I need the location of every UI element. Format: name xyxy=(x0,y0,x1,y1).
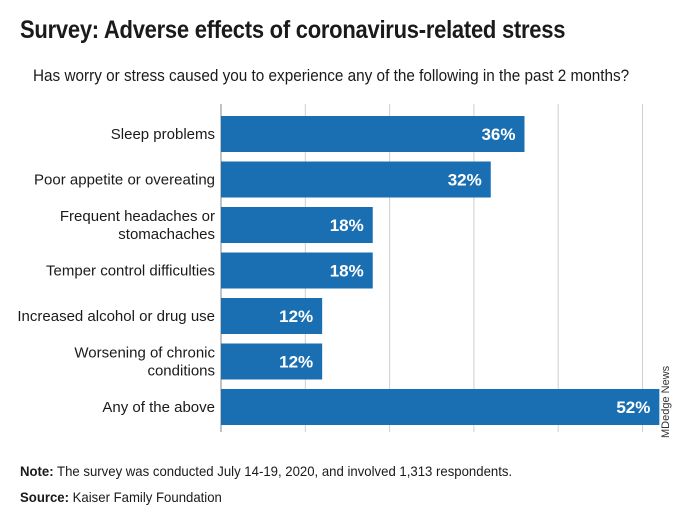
note-label: Note: xyxy=(20,463,54,479)
category-label: Any of the above xyxy=(102,399,215,416)
category-label: conditions xyxy=(147,363,215,380)
category-label: Frequent headaches or xyxy=(60,208,215,225)
source-label: Source: xyxy=(20,489,69,505)
data-label: 12% xyxy=(279,307,313,326)
data-label: 18% xyxy=(330,216,364,235)
credit-label: MDedge News xyxy=(660,365,672,438)
category-label: stomachaches xyxy=(118,226,215,243)
category-label: Temper control difficulties xyxy=(46,263,215,280)
bar xyxy=(221,252,373,289)
bar xyxy=(221,389,660,425)
category-labels: Sleep problems Poor appetite or overeatin… xyxy=(17,126,215,416)
note: Note: The survey was conducted July 14-1… xyxy=(20,463,512,479)
bar xyxy=(221,116,525,152)
bar xyxy=(221,298,323,334)
bar xyxy=(221,343,323,380)
data-label: 36% xyxy=(481,125,515,144)
data-label: 12% xyxy=(279,353,313,372)
data-label: 32% xyxy=(448,171,482,190)
category-label: Sleep problems xyxy=(111,126,215,143)
data-label: 18% xyxy=(330,262,364,281)
value-labels: 36% 32% 18% 18% 12% 12% 52% xyxy=(279,125,650,417)
data-label: 52% xyxy=(616,398,650,417)
note-text: The survey was conducted July 14-19, 202… xyxy=(53,463,513,479)
source: Source: Kaiser Family Foundation xyxy=(20,489,222,505)
category-label: Poor appetite or overeating xyxy=(34,172,215,189)
bar xyxy=(221,161,491,198)
chart-title: Survey: Adverse effects of coronavirus-r… xyxy=(20,16,566,44)
chart-subtitle: Has worry or stress caused you to experi… xyxy=(33,66,630,85)
bar xyxy=(221,207,373,243)
source-text: Kaiser Family Foundation xyxy=(68,489,222,505)
category-label: Worsening of chronic xyxy=(74,345,215,362)
category-label: Increased alcohol or drug use xyxy=(17,308,215,325)
bars xyxy=(221,116,660,425)
